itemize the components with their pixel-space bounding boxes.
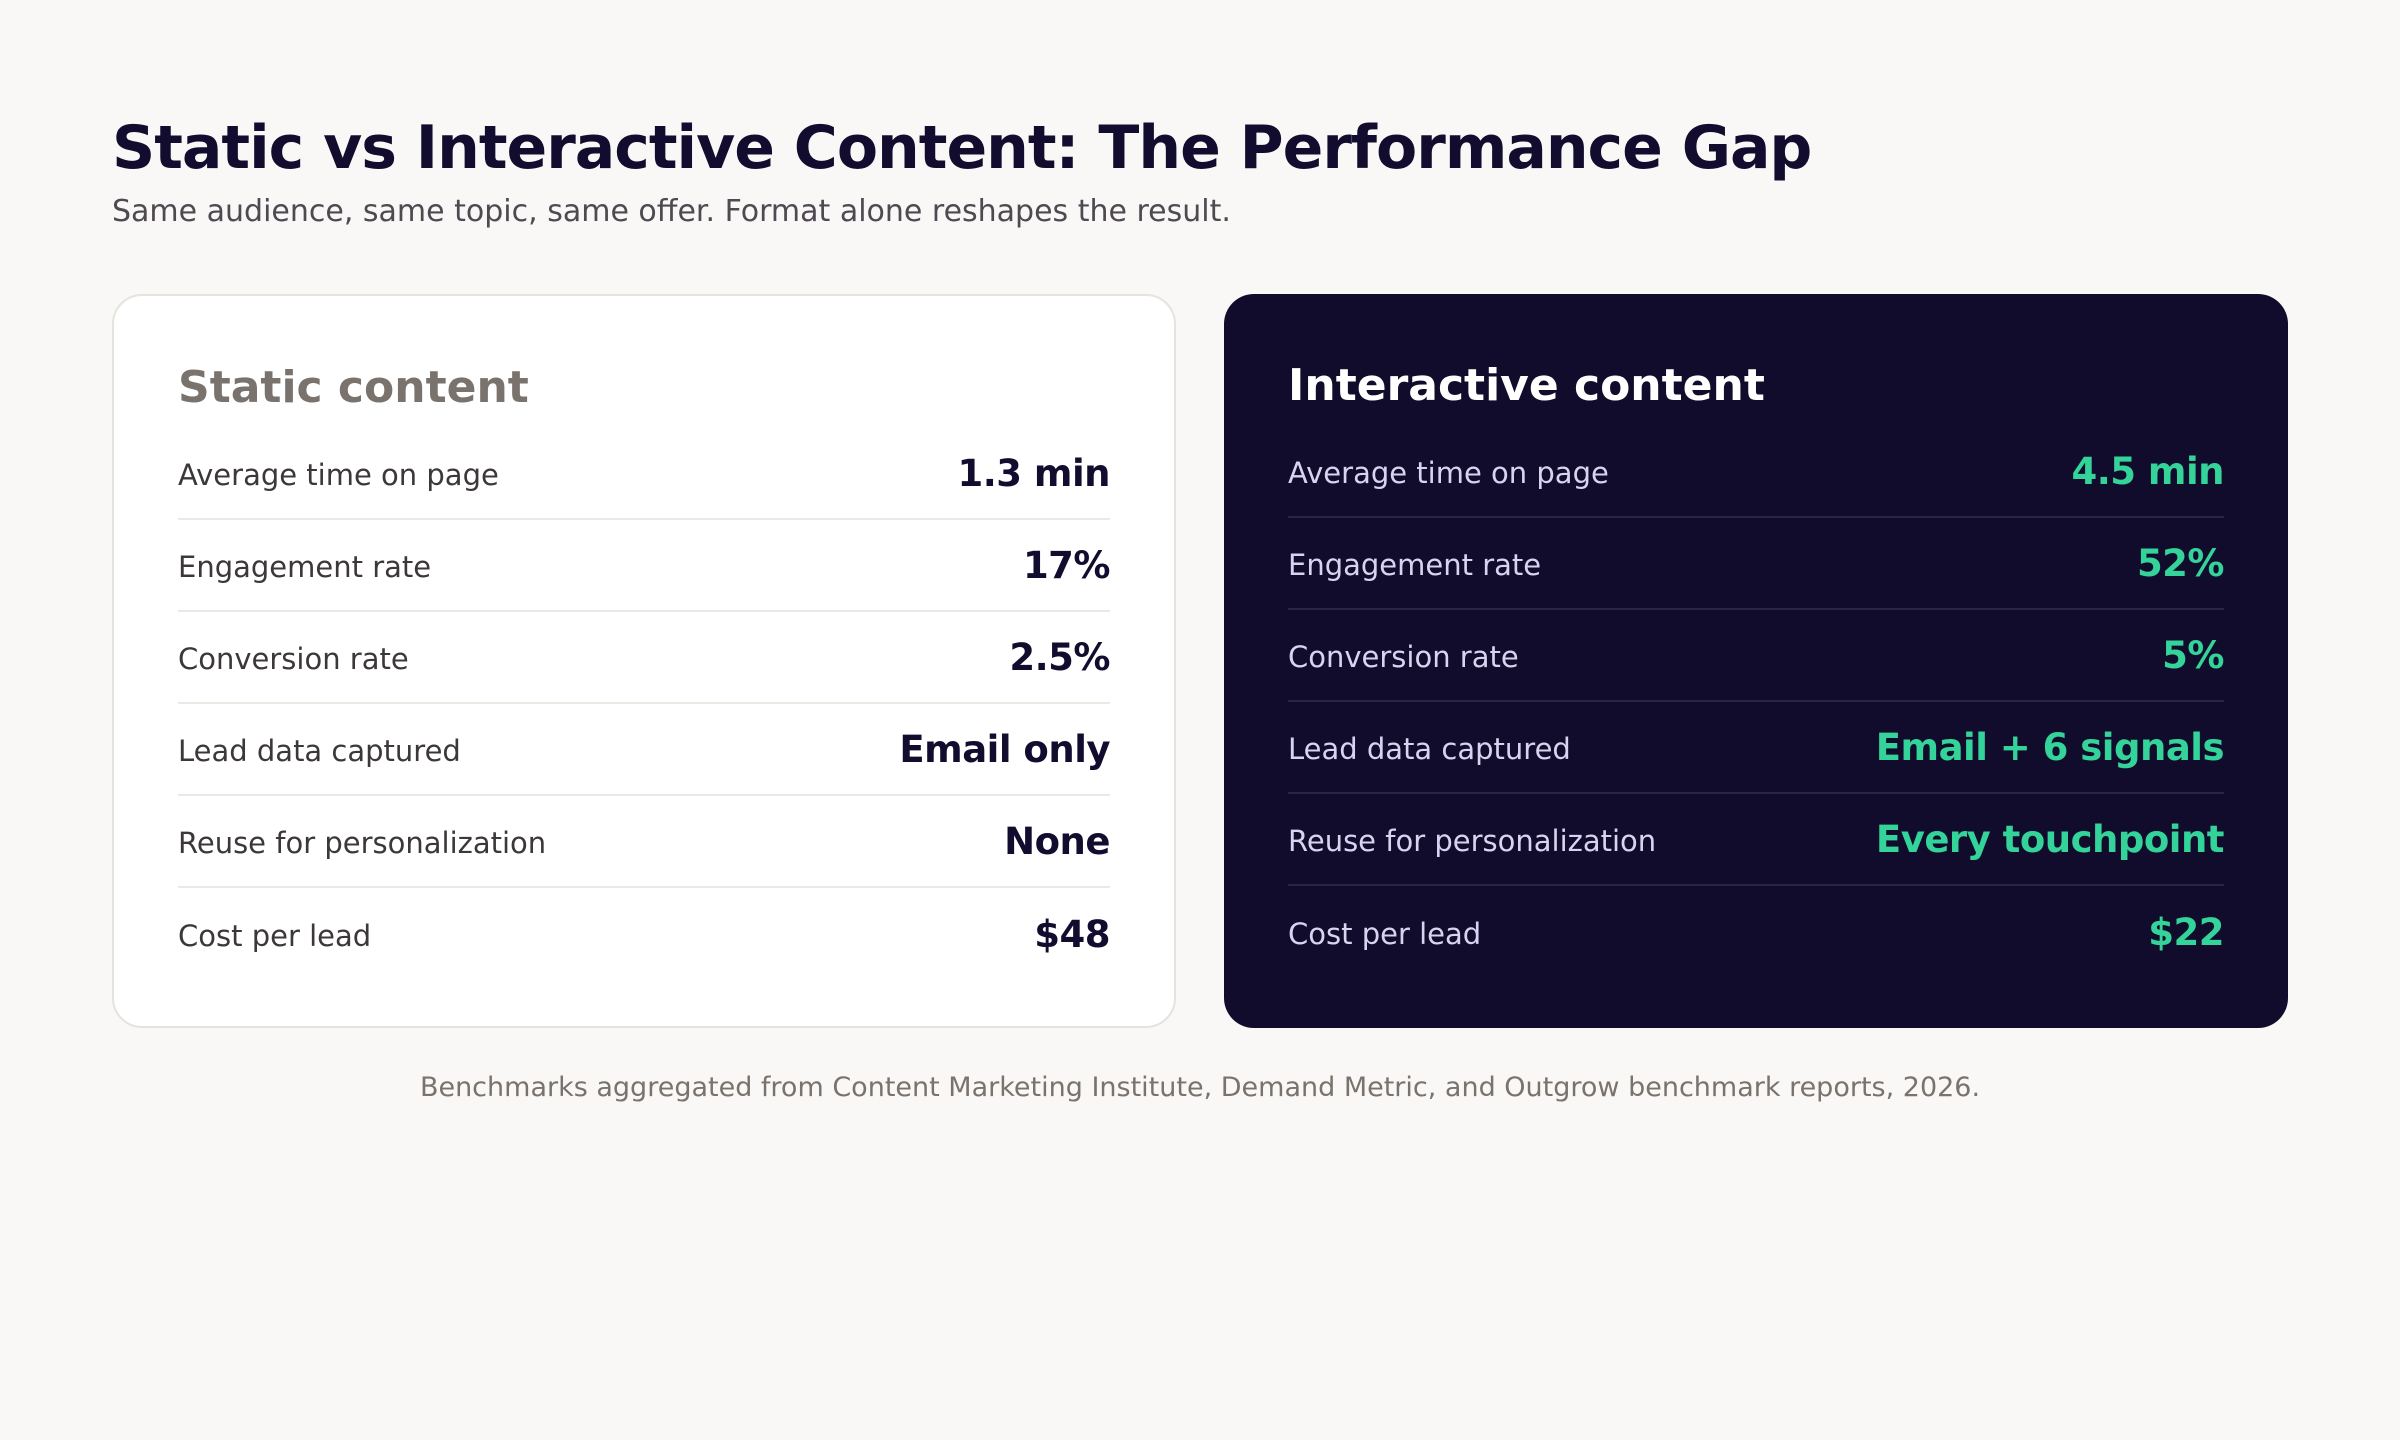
metric-value: 17% bbox=[1022, 543, 1111, 587]
static-metric-row: Cost per lead $48 bbox=[178, 888, 1110, 980]
interactive-metric-row: Engagement rate 52% bbox=[1288, 518, 2225, 610]
metric-label: Lead data captured bbox=[1288, 732, 1571, 766]
static-metric-row: Lead data captured Email only bbox=[178, 704, 1110, 796]
interactive-metrics-list: Average time on page 4.5 min Engagement … bbox=[1288, 426, 2225, 978]
metric-label: Conversion rate bbox=[178, 642, 409, 676]
metric-label: Engagement rate bbox=[178, 550, 432, 584]
page-subtitle: Same audience, same topic, same offer. F… bbox=[112, 194, 1231, 229]
interactive-metric-row: Lead data captured Email + 6 signals bbox=[1288, 702, 2225, 794]
metric-value: 52% bbox=[2136, 541, 2225, 585]
metric-label: Average time on page bbox=[1288, 456, 1609, 490]
metric-value: $22 bbox=[2148, 910, 2224, 954]
metric-label: Cost per lead bbox=[1288, 917, 1482, 951]
metric-label: Average time on page bbox=[178, 458, 499, 492]
source-footnote: Benchmarks aggregated from Content Marke… bbox=[419, 1072, 1981, 1103]
interactive-metric-row: Reuse for personalization Every touchpoi… bbox=[1288, 794, 2225, 886]
metric-label: Cost per lead bbox=[178, 919, 372, 953]
metric-value: Email only bbox=[899, 727, 1110, 771]
page-title: Static vs Interactive Content: The Perfo… bbox=[112, 113, 1812, 183]
static-metric-row: Reuse for personalization None bbox=[178, 796, 1110, 888]
metric-value: None bbox=[1004, 819, 1110, 863]
static-metric-row: Engagement rate 17% bbox=[178, 520, 1111, 612]
interactive-content-card: Interactive content Average time on page… bbox=[1224, 294, 2288, 1028]
static-metrics-list: Average time on page 1.3 min Engagement … bbox=[178, 428, 1111, 980]
static-content-card: Static content Average time on page 1.3 … bbox=[112, 294, 1176, 1028]
metric-label: Conversion rate bbox=[1288, 640, 1519, 674]
comparison-cards: Static content Average time on page 1.3 … bbox=[112, 294, 2288, 1028]
metric-value: 4.5 min bbox=[2071, 449, 2224, 493]
interactive-card-title: Interactive content bbox=[1288, 360, 1765, 411]
interactive-metric-row: Cost per lead $22 bbox=[1288, 886, 2224, 978]
static-metric-row: Conversion rate 2.5% bbox=[178, 612, 1110, 704]
static-metric-row: Average time on page 1.3 min bbox=[178, 428, 1110, 520]
metric-label: Engagement rate bbox=[1288, 548, 1542, 582]
metric-value: 2.5% bbox=[1009, 635, 1110, 679]
interactive-metric-row: Conversion rate 5% bbox=[1288, 610, 2224, 702]
page: Static vs Interactive Content: The Perfo… bbox=[112, 112, 2288, 1103]
metric-value: Every touchpoint bbox=[1875, 817, 2225, 861]
metric-value: Email + 6 signals bbox=[1875, 725, 2225, 769]
metric-label: Reuse for personalization bbox=[1288, 824, 1657, 858]
static-card-title: Static content bbox=[178, 362, 529, 413]
metric-label: Reuse for personalization bbox=[178, 826, 547, 860]
interactive-metric-row: Average time on page 4.5 min bbox=[1288, 426, 2224, 518]
metric-value: 1.3 min bbox=[957, 451, 1110, 495]
metric-value: $48 bbox=[1034, 912, 1110, 956]
metric-value: 5% bbox=[2162, 633, 2224, 677]
metric-label: Lead data captured bbox=[178, 734, 461, 768]
